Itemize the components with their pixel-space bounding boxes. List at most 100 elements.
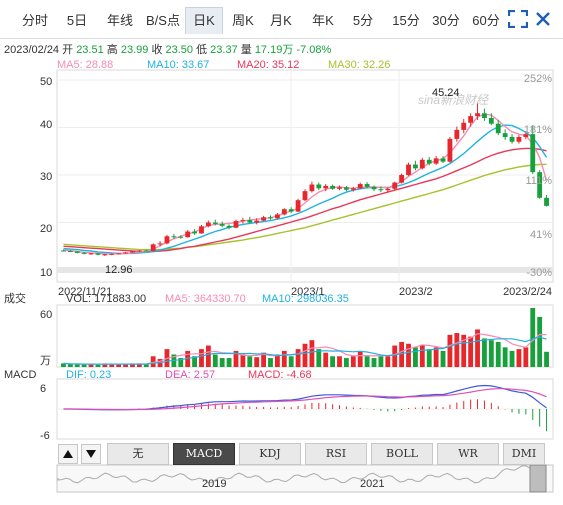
- indicator-tab-wr[interactable]: WR: [437, 443, 499, 465]
- candle-body: [261, 217, 267, 221]
- candle-body: [226, 225, 232, 228]
- zoom-out-button[interactable]: [81, 444, 101, 464]
- volume-bar: [302, 343, 308, 367]
- volume-bar: [254, 357, 260, 367]
- candle-body: [233, 221, 239, 228]
- zoom-in-button[interactable]: [58, 444, 78, 464]
- ma-lines: [63, 113, 548, 255]
- volume-bar: [406, 343, 411, 367]
- tab-15min[interactable]: 15分: [392, 13, 420, 28]
- candle-body: [323, 185, 329, 189]
- volume-bar: [454, 333, 460, 367]
- pct-tick-neg30: -30%: [526, 267, 552, 279]
- tab-60min[interactable]: 60分: [472, 13, 500, 28]
- timeline-handle[interactable]: [529, 464, 547, 493]
- candle-body: [454, 129, 460, 139]
- tab-weekly-k[interactable]: 周K: [232, 13, 254, 28]
- candle-body: [502, 133, 508, 137]
- candle-body: [199, 226, 204, 234]
- volume-bar: [88, 364, 94, 367]
- high-value: 23.99: [120, 44, 149, 56]
- candle-body: [74, 251, 80, 253]
- candle-body: [212, 222, 218, 224]
- tab-bs-points[interactable]: B/S点: [146, 13, 180, 28]
- volume-bar: [199, 349, 204, 367]
- volume-bar: [130, 363, 135, 367]
- tab-monthly-k[interactable]: 月K: [270, 13, 292, 28]
- tab-5day[interactable]: 5日: [66, 13, 88, 28]
- price-tick-50: 50: [40, 76, 52, 88]
- tab-year-line[interactable]: 年线: [106, 13, 133, 28]
- volume-bar: [537, 316, 543, 367]
- volume-bar: [323, 352, 329, 367]
- volume-bar: [419, 345, 425, 367]
- tab-5min[interactable]: 5分: [352, 13, 374, 28]
- volume-bar: [123, 364, 128, 367]
- candle-body: [288, 209, 294, 212]
- volume-bar: [192, 356, 197, 367]
- candle-body: [378, 189, 384, 191]
- candle-body: [171, 236, 177, 238]
- volume-bar: [530, 308, 536, 367]
- candle-body: [143, 250, 149, 252]
- volume-bar: [371, 358, 377, 367]
- candle-body: [523, 134, 529, 137]
- timeline-tick-2021: 2021: [360, 478, 384, 490]
- candle-body: [357, 184, 363, 189]
- volume-title: 成交: [4, 291, 26, 305]
- indicator-tab-macd[interactable]: MACD: [173, 443, 235, 465]
- candle-body: [309, 184, 315, 192]
- volume-bar: [330, 356, 336, 367]
- volume-bar: [143, 364, 149, 367]
- candle-body: [109, 253, 115, 255]
- volume-bar: [268, 358, 273, 367]
- fullscreen-icon[interactable]: [508, 10, 528, 28]
- close-icon[interactable]: [534, 10, 552, 28]
- volume-bar: [523, 347, 529, 367]
- candle-body: [274, 214, 280, 219]
- volume-bar: [281, 350, 287, 367]
- pct-tick-181: 181%: [524, 124, 552, 136]
- candle-body: [102, 254, 108, 256]
- volume-bar: [295, 349, 301, 367]
- tab-timeshare[interactable]: 分时: [21, 13, 48, 28]
- volume-bar: [509, 350, 515, 367]
- ma5-line: [63, 113, 548, 255]
- volume-bar: [81, 364, 87, 367]
- candle-body: [495, 123, 501, 134]
- volume-bar: [309, 340, 315, 367]
- volume-bar: [413, 347, 418, 367]
- indicator-tab-kdj[interactable]: KDJ: [239, 443, 301, 465]
- indicator-tab-boll[interactable]: BOLL: [371, 443, 433, 465]
- candle-body: [350, 188, 356, 190]
- volume-bar: [219, 358, 225, 367]
- timeline-tick-2019: 2019: [202, 478, 226, 490]
- candle-body: [157, 243, 163, 245]
- volume-bar: [178, 358, 184, 367]
- timeline-navigator[interactable]: [56, 464, 554, 493]
- candle-body: [426, 159, 432, 164]
- high-label: 高: [106, 44, 118, 56]
- ma10-legend: MA10: 33.67: [147, 59, 210, 71]
- date-tick-4: 2023/2/24: [503, 286, 552, 298]
- volume-label: 量: [240, 44, 252, 56]
- indicator-tab-rsi[interactable]: RSI: [305, 443, 367, 465]
- tab-daily-k[interactable]: 日K: [185, 7, 223, 34]
- volume-bar: [261, 352, 267, 367]
- candle-body: [392, 182, 398, 189]
- indicator-tab-none[interactable]: 无: [107, 443, 169, 465]
- candle-body: [419, 159, 425, 169]
- tab-yearly-k[interactable]: 年K: [312, 13, 334, 28]
- candle-body: [385, 188, 391, 191]
- tab-30min[interactable]: 30分: [432, 13, 460, 28]
- candle-body: [254, 220, 260, 223]
- candle-body: [268, 217, 273, 219]
- volume-bar: [426, 349, 432, 367]
- candle-body: [302, 191, 308, 201]
- indicator-tab-dmi[interactable]: DMI: [503, 443, 545, 465]
- candle-body: [413, 164, 418, 169]
- volume-ma5-label: MA5: 364330.70: [165, 293, 246, 305]
- volume-bar: [488, 340, 494, 367]
- price-tick-10: 10: [40, 267, 52, 279]
- volume-bar: [212, 354, 218, 367]
